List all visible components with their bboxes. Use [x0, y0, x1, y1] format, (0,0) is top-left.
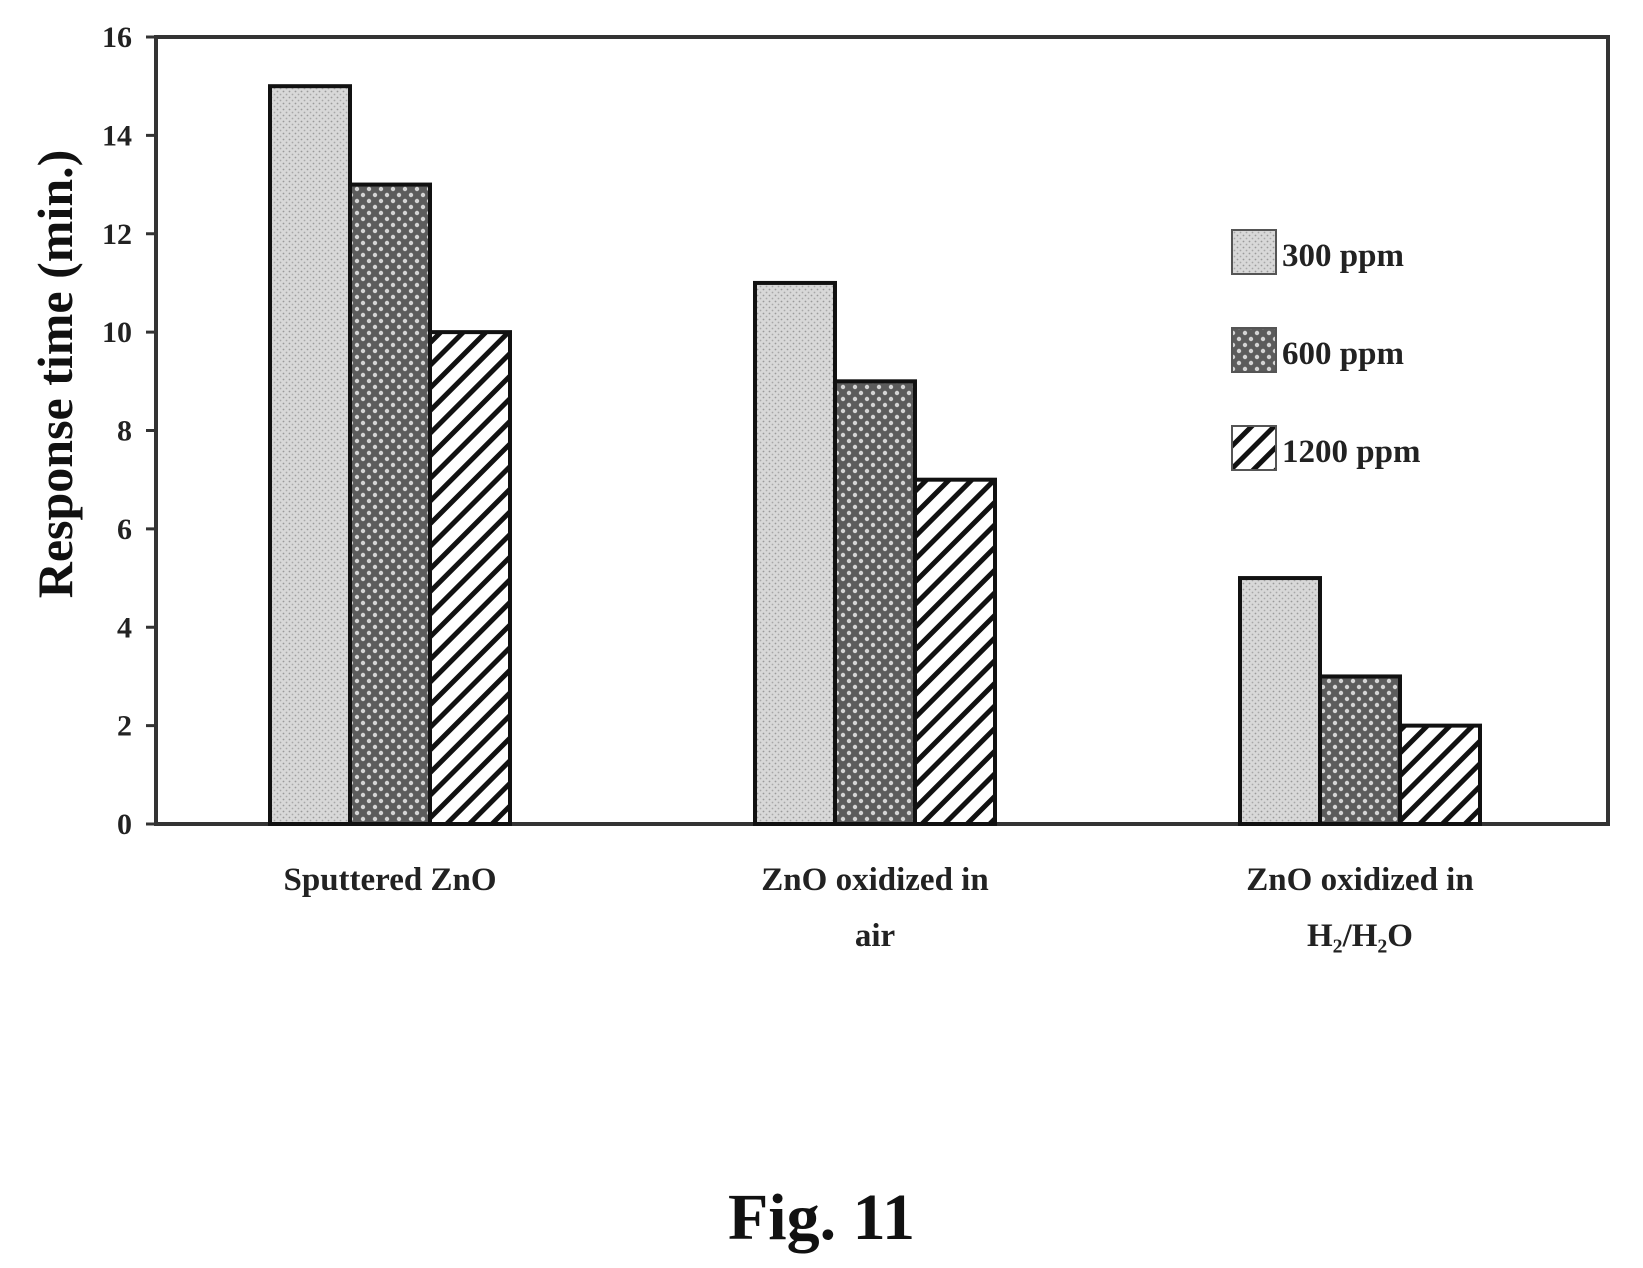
bar-600-ppm	[833, 379, 917, 826]
y-axis-ticks: 0 2 4 6 8 10 12 14 16	[102, 21, 156, 841]
y-axis-title: Response time (min.)	[27, 150, 83, 599]
figure-caption: Fig. 11	[727, 1181, 915, 1254]
legend-label: 300 ppm	[1282, 238, 1404, 274]
x-category-label: ZnO oxidized in	[1246, 862, 1473, 898]
y-tick-label: 6	[117, 513, 132, 546]
bar-300-ppm	[753, 280, 837, 826]
x-category-label: H₂/H₂O	[1307, 918, 1413, 954]
legend-swatch	[1231, 327, 1277, 373]
bar-1200-ppm	[428, 330, 512, 826]
x-category-label: Sputtered ZnO	[283, 862, 496, 898]
y-tick-label: 0	[117, 808, 132, 841]
bar-1200-ppm	[913, 477, 997, 826]
legend: 300 ppm 600 ppm 1200 ppm	[1231, 229, 1420, 471]
x-category-label: air	[855, 918, 895, 954]
legend-swatch	[1231, 229, 1277, 275]
bar-600-ppm	[1318, 674, 1402, 826]
x-category-label: ZnO oxidized in	[761, 862, 988, 898]
y-tick-label: 16	[102, 21, 132, 54]
y-tick-label: 14	[102, 119, 132, 152]
x-axis-category-labels: Sputtered ZnO ZnO oxidized in air ZnO oxidi…	[283, 862, 1473, 954]
legend-swatch	[1231, 425, 1277, 471]
legend-label: 600 ppm	[1282, 336, 1404, 372]
bar-1200-ppm	[1398, 723, 1482, 826]
y-tick-label: 2	[117, 710, 132, 743]
y-tick-label: 12	[102, 218, 132, 251]
bar-300-ppm	[268, 84, 352, 826]
bar-600-ppm	[348, 182, 432, 826]
bar-300-ppm	[1238, 576, 1322, 826]
y-tick-label: 4	[117, 611, 132, 644]
legend-label: 1200 ppm	[1282, 434, 1420, 470]
y-tick-label: 8	[117, 415, 132, 448]
y-tick-label: 10	[102, 316, 132, 349]
bars-group	[268, 84, 1482, 826]
